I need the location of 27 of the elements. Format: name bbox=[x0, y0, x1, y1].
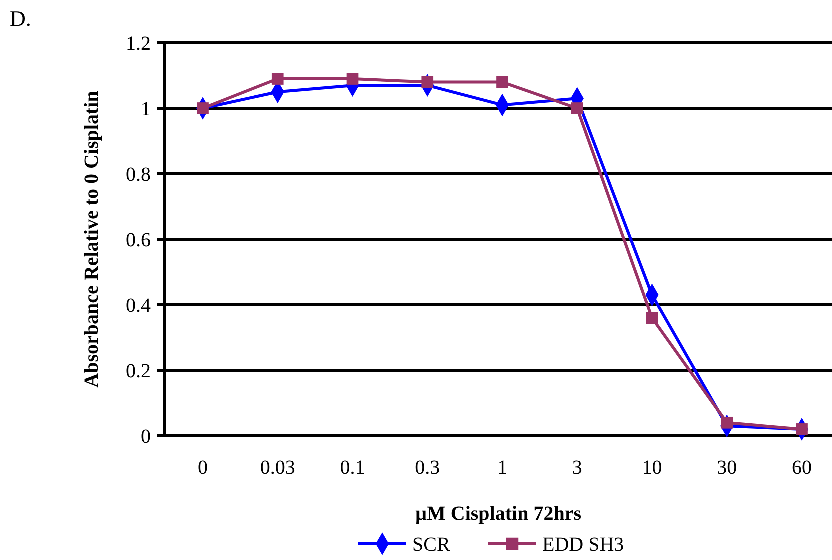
y-tick-label: 1 bbox=[141, 98, 151, 120]
y-tick-label: 0.8 bbox=[126, 164, 151, 186]
point bbox=[646, 312, 658, 324]
point bbox=[346, 73, 359, 85]
x-axis-title: µM Cisplatin 72hrs bbox=[416, 503, 582, 525]
x-tick-label: 1 bbox=[498, 457, 508, 479]
x-tick-label: 3 bbox=[572, 457, 582, 479]
point bbox=[496, 76, 508, 88]
legend-label: EDD SH3 bbox=[542, 534, 624, 556]
y-tick-label: 0.6 bbox=[126, 230, 151, 252]
point bbox=[272, 73, 284, 85]
x-tick-label: 0.1 bbox=[340, 457, 366, 479]
x-tick-label: 10 bbox=[642, 457, 662, 479]
legend-label: SCR bbox=[412, 534, 451, 556]
x-tick-label: 0 bbox=[198, 457, 208, 479]
x-tick-label: 30 bbox=[717, 457, 738, 479]
y-tick-label: 0.4 bbox=[126, 295, 151, 317]
y-axis-title: Absorbance Relative to 0 Cisplatin bbox=[81, 91, 103, 388]
y-tick-label: 1.2 bbox=[126, 33, 151, 55]
point bbox=[571, 102, 584, 114]
y-tick-label: 0 bbox=[141, 426, 151, 448]
x-tick-label: 60 bbox=[792, 457, 812, 479]
text: D. bbox=[10, 6, 32, 31]
y-tick-label: 0.2 bbox=[126, 360, 151, 382]
x-tick-label: 0.3 bbox=[415, 457, 440, 479]
point bbox=[721, 416, 734, 429]
x-tick-label: 0.03 bbox=[260, 457, 296, 479]
